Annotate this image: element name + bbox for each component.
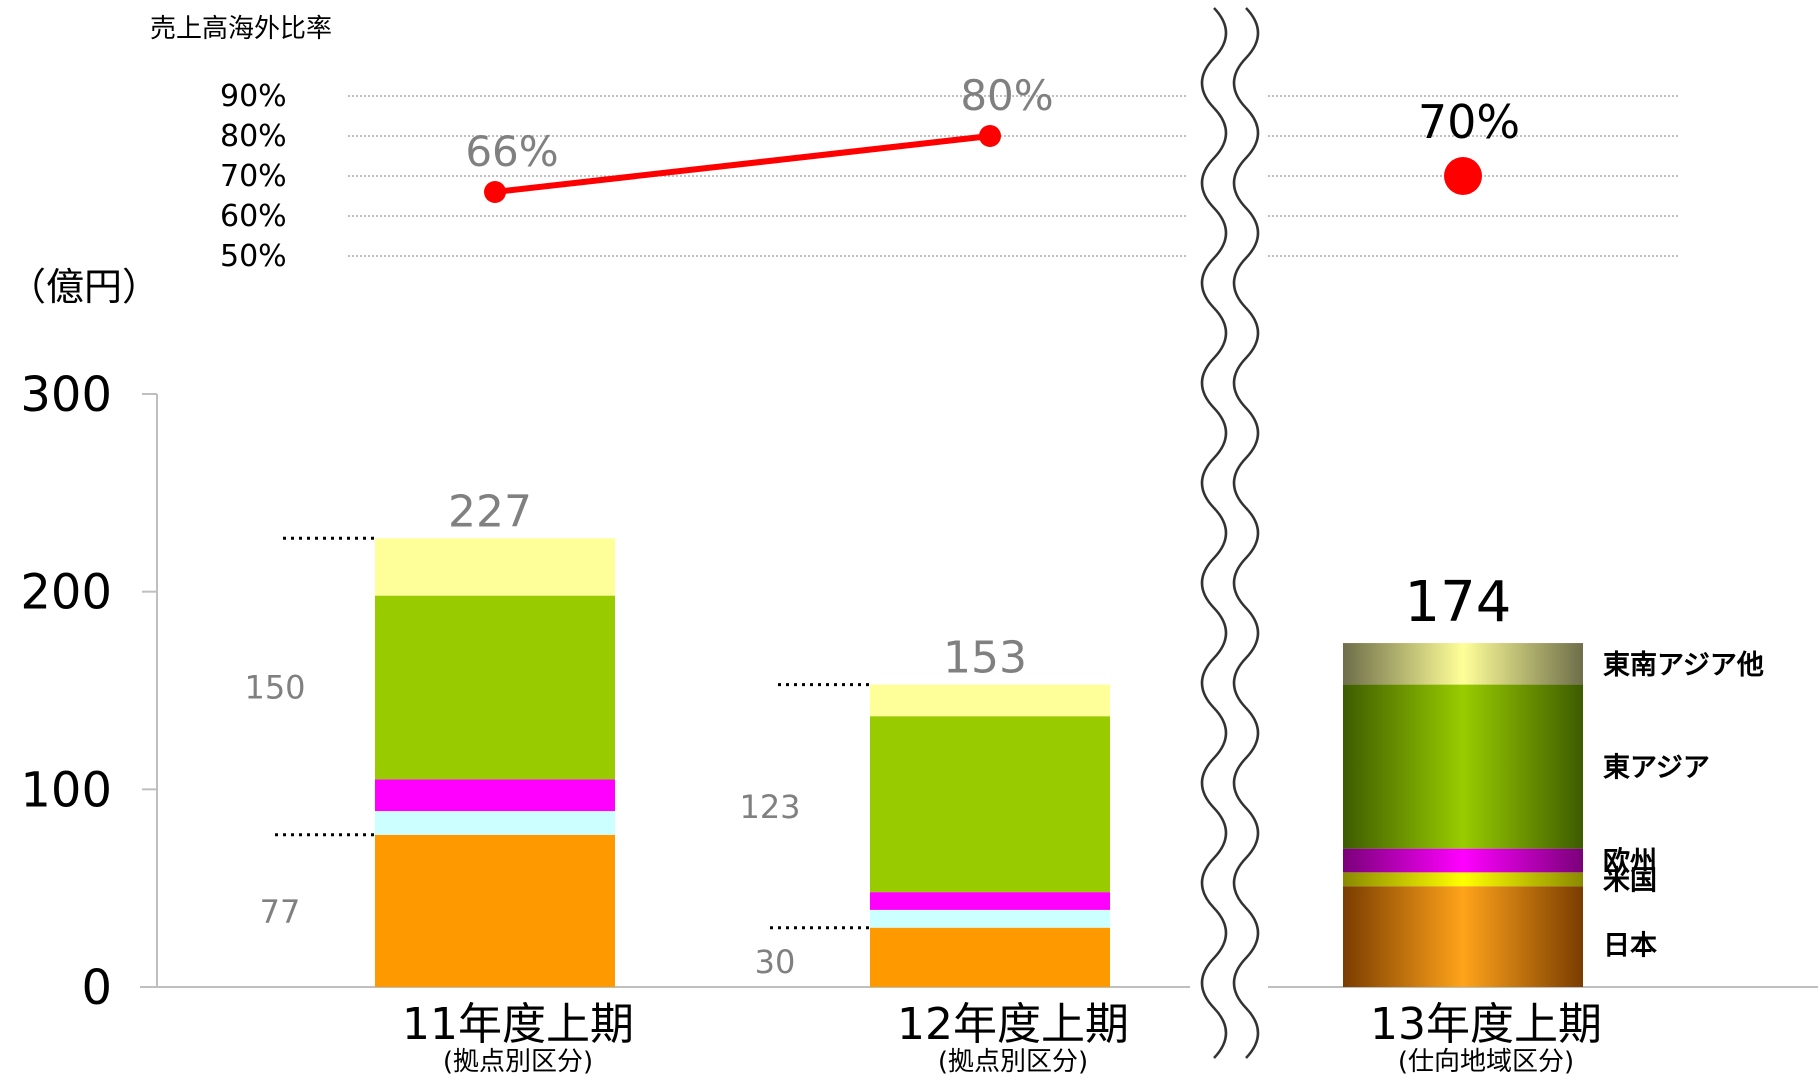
category-label: 12年度上期: [897, 999, 1129, 1050]
bar-segment: [870, 684, 1110, 717]
bar-segment: [375, 811, 615, 835]
bar-segment: [1343, 643, 1583, 685]
bar-segment: [870, 927, 1110, 987]
bar-segment: [870, 716, 1110, 893]
category-label: 11年度上期: [402, 999, 634, 1050]
legend-label: 東南アジア他: [1603, 650, 1764, 681]
ratio-point-label: 80%: [960, 71, 1053, 120]
legend-label: 日本: [1603, 931, 1657, 962]
bar-segment: [375, 538, 615, 596]
ratio-chart-title: 売上高海外比率: [150, 14, 332, 44]
bar-total-label: 227: [448, 486, 532, 537]
bar-segment: [1343, 848, 1583, 873]
bar-y-tick-label: 100: [20, 762, 112, 818]
ratio-point: [979, 125, 1001, 147]
ratio-tick-label: 50%: [220, 239, 287, 274]
bracket-upper-label: 123: [739, 788, 800, 826]
bar-segment: [375, 779, 615, 812]
bar-y-tick-label: 200: [20, 565, 112, 621]
category-sublabel: (拠点別区分): [938, 1047, 1088, 1077]
bar-segment: [375, 595, 615, 780]
category-label: 13年度上期: [1370, 999, 1602, 1050]
category-sublabel: (拠点別区分): [443, 1047, 593, 1077]
bar-segment: [870, 892, 1110, 910]
bracket-upper-label: 150: [244, 669, 305, 707]
bracket-lower-label: 30: [755, 943, 796, 981]
bar-segment: [375, 834, 615, 987]
bar-y-axis-label: （億円）: [8, 265, 160, 309]
axis-break-marker: [1200, 7, 1260, 1059]
ratio-tick-label: 80%: [220, 119, 287, 154]
ratio-tick-label: 60%: [220, 199, 287, 234]
ratio-tick-label: 70%: [220, 159, 287, 194]
ratio-point: [1444, 157, 1482, 195]
bar-y-tick-label: 300: [20, 367, 112, 423]
legend-label: 米国: [1603, 865, 1657, 896]
legend-label: 東アジア: [1603, 753, 1710, 784]
bar-segment: [870, 909, 1110, 928]
bar-total-label: 174: [1405, 570, 1512, 635]
axis-break-line: [1232, 7, 1260, 1059]
bar-segment: [1343, 886, 1583, 987]
ratio-tick-label: 90%: [220, 79, 287, 114]
axis-break-line: [1200, 7, 1228, 1059]
ratio-line: [494, 133, 991, 195]
ratio-point: [484, 181, 506, 203]
bar-y-tick-label: 0: [81, 960, 112, 1016]
category-sublabel: (仕向地域区分): [1398, 1047, 1574, 1077]
bar-segment: [1343, 684, 1583, 849]
bracket-lower-label: 77: [260, 893, 301, 931]
bar-segment: [1343, 872, 1583, 887]
legend-label: 欧州: [1603, 846, 1657, 877]
bar-total-label: 153: [943, 633, 1027, 684]
ratio-point-label: 70%: [1418, 95, 1520, 149]
ratio-point-label: 66%: [465, 127, 558, 176]
